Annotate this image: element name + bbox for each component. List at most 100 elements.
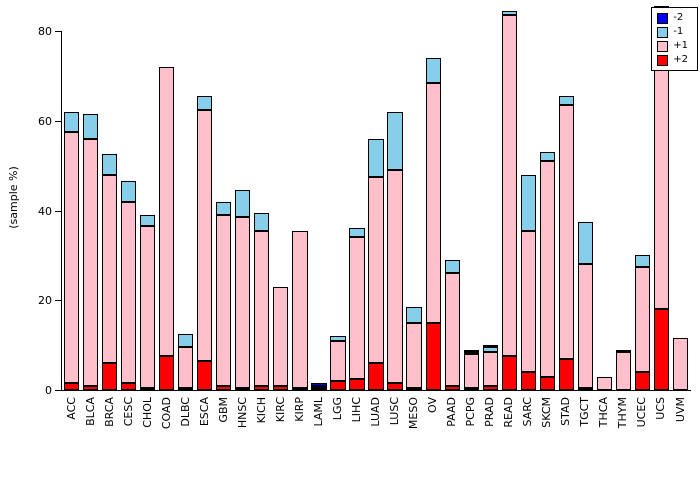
legend-label: +1 xyxy=(673,40,688,51)
x-label-slot-sarc: SARC xyxy=(519,397,538,477)
x-tick-label-lihc: LIHC xyxy=(349,397,363,423)
bar-segment-chol--1 xyxy=(140,215,156,227)
bar-luad xyxy=(368,138,384,390)
x-tick-label-ov: OV xyxy=(426,397,440,413)
bar-slot-ov xyxy=(424,4,443,390)
bar-segment-laml-+1 xyxy=(311,385,327,388)
bar-segment-ucs-+2 xyxy=(653,309,670,390)
x-label-slot-thym: THYM xyxy=(614,397,633,477)
bar-segment-read--1 xyxy=(501,10,517,16)
x-tick-label-laml: LAML xyxy=(311,397,325,427)
x-tick-label-acc: ACC xyxy=(64,397,78,420)
bar-kirp xyxy=(292,230,308,390)
bar-slot-meso xyxy=(405,4,424,390)
bar-segment-paad--1 xyxy=(444,259,460,274)
x-label-slot-pcpg: PCPG xyxy=(462,397,481,477)
legend-item--1: -1 xyxy=(657,26,688,38)
bar-uvm xyxy=(672,338,689,390)
bar-segment-ov-+2 xyxy=(425,322,441,390)
bar-segment-ucec-+2 xyxy=(634,372,651,390)
bar-segment-luad-+2 xyxy=(368,363,384,390)
x-label-slot-kirp: KIRP xyxy=(290,397,309,477)
x-tick-label-read: READ xyxy=(502,397,516,428)
bar-segment-thym-+1 xyxy=(615,351,632,390)
bar-segment-kich-+2 xyxy=(254,385,270,390)
x-label-slot-stad: STAD xyxy=(557,397,576,477)
bar-slot-pcpg xyxy=(462,4,481,390)
legend-swatch-icon xyxy=(657,12,669,24)
bar-segment-stad-+1 xyxy=(558,105,574,359)
x-tick-label-blca: BLCA xyxy=(83,397,97,426)
bar-slot-tgct xyxy=(576,4,595,390)
bar-segment-sarc-+1 xyxy=(520,230,536,373)
bar-segment-tgct--1 xyxy=(577,221,593,265)
x-tick-label-chol: CHOL xyxy=(140,397,154,428)
bar-segment-thca-+1 xyxy=(596,376,612,390)
bar-segment-lgg--1 xyxy=(330,336,346,341)
bar-segment-hnsc--1 xyxy=(235,190,251,218)
bar-segment-read-+2 xyxy=(501,356,517,390)
bar-segment-lusc--1 xyxy=(387,111,403,171)
bar-segment-acc-+1 xyxy=(63,131,80,384)
bar-segment-hnsc-+2 xyxy=(235,387,251,390)
bar-segment-laml-+2 xyxy=(311,387,327,390)
bar-lgg xyxy=(330,336,346,390)
bar-segment-lihc-+2 xyxy=(349,378,365,390)
x-tick-label-esca: ESCA xyxy=(197,397,211,427)
bar-segment-thym--1 xyxy=(615,349,632,352)
x-label-slot-lusc: LUSC xyxy=(386,397,405,477)
x-tick-label-gbm: GBM xyxy=(216,397,230,423)
bar-segment-laml--2 xyxy=(311,383,327,386)
bar-segment-ucec--1 xyxy=(634,255,651,267)
bar-slot-brca xyxy=(100,4,119,390)
x-tick-label-hnsc: HNSC xyxy=(235,397,249,429)
bar-stad xyxy=(558,96,574,390)
x-label-slot-cesc: CESC xyxy=(119,397,138,477)
bar-segment-stad--1 xyxy=(558,96,574,106)
y-tick-label: 0 xyxy=(45,384,52,397)
bar-segment-luad--1 xyxy=(368,138,384,177)
x-tick-label-thca: THCA xyxy=(597,397,611,428)
bar-segment-paad-+2 xyxy=(444,385,460,390)
x-tick-label-luad: LUAD xyxy=(369,397,383,427)
bar-segment-kirc-+2 xyxy=(273,385,289,390)
bar-segment-blca--1 xyxy=(82,114,99,139)
bar-kich xyxy=(254,212,270,390)
legend-label: -1 xyxy=(673,26,684,37)
x-label-slot-paad: PAAD xyxy=(443,397,462,477)
bar-segment-lusc-+1 xyxy=(387,170,403,384)
x-tick-label-sarc: SARC xyxy=(521,397,535,427)
bar-segment-cesc-+2 xyxy=(121,383,137,390)
x-tick-label-pcpg: PCPG xyxy=(464,397,478,427)
x-label-slot-skcm: SKCM xyxy=(538,397,557,477)
y-tick xyxy=(55,31,61,32)
x-label-slot-gbm: GBM xyxy=(214,397,233,477)
bar-segment-prad-+2 xyxy=(482,385,498,390)
bar-segment-blca-+2 xyxy=(82,385,99,390)
bar-slot-dlbc xyxy=(176,4,195,390)
x-label-slot-acc: ACC xyxy=(62,397,81,477)
x-tick-label-ucec: UCEC xyxy=(635,397,649,428)
bar-sarc xyxy=(520,174,536,390)
x-label-slot-coad: COAD xyxy=(157,397,176,477)
bar-segment-kirc-+1 xyxy=(273,286,289,386)
bar-segment-skcm-+1 xyxy=(539,161,555,377)
bar-segment-pcpg-+2 xyxy=(463,387,479,390)
bar-lusc xyxy=(387,111,403,390)
bar-slot-luad xyxy=(367,4,386,390)
bar-read xyxy=(501,10,517,390)
x-tick-label-dlbc: DLBC xyxy=(178,397,192,427)
bar-slot-ucec xyxy=(633,4,652,390)
y-tick-label: 20 xyxy=(38,294,52,308)
x-label-slot-esca: ESCA xyxy=(195,397,214,477)
bar-slot-stad xyxy=(557,4,576,390)
bar-slot-prad xyxy=(481,4,500,390)
bar-esca xyxy=(197,96,213,390)
x-tick-label-uvm: UVM xyxy=(673,397,687,423)
bar-segment-prad--2 xyxy=(482,345,498,348)
x-label-slot-ucec: UCEC xyxy=(633,397,652,477)
x-tick-label-meso: MESO xyxy=(407,397,421,430)
bar-segment-paad-+1 xyxy=(444,273,460,386)
bar-segment-esca-+1 xyxy=(197,109,213,361)
bar-slot-read xyxy=(500,4,519,390)
